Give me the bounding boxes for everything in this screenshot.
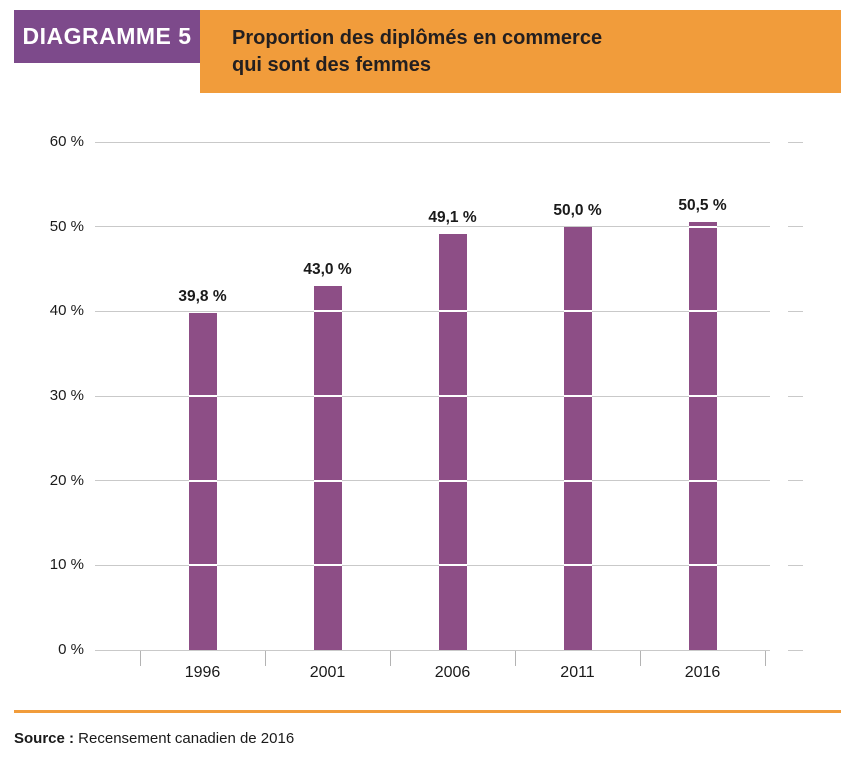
bar-gridline-gap xyxy=(188,394,217,397)
bar-gridline-gap xyxy=(688,310,717,313)
bar xyxy=(438,234,467,650)
y-axis-label: 10 % xyxy=(49,556,84,574)
bar-gridline-gap xyxy=(563,310,592,313)
chart-title-line2: qui sont des femmes xyxy=(232,54,431,76)
bar xyxy=(188,313,217,650)
right-tick xyxy=(788,564,803,566)
chart-title-band: Proportion des diplômés en commerce qui … xyxy=(200,10,841,93)
bar-gridline-gap xyxy=(563,564,592,567)
y-axis-label: 40 % xyxy=(49,302,84,320)
right-tick xyxy=(788,310,803,312)
x-axis-tick xyxy=(640,651,641,666)
right-tick xyxy=(788,480,803,482)
bar-gridline-gap xyxy=(313,564,342,567)
gridline xyxy=(95,310,770,312)
bar-gridline-gap xyxy=(563,394,592,397)
right-tick xyxy=(788,649,803,651)
gridline xyxy=(95,480,770,482)
chart-title-line1: Proportion des diplômés en commerce xyxy=(232,27,603,49)
bar-gridline-gap xyxy=(438,310,467,313)
footer-divider xyxy=(14,710,841,713)
gridline xyxy=(95,649,770,651)
diagram-number-label: DIAGRAMME 5 xyxy=(22,23,192,49)
x-axis-tick xyxy=(515,651,516,666)
bar xyxy=(688,222,717,650)
y-axis-label: 30 % xyxy=(49,387,84,404)
bar-gridline-gap xyxy=(313,479,342,482)
bar-gridline-gap xyxy=(438,479,467,482)
x-axis-tick xyxy=(140,651,141,666)
x-axis-label: 1996 xyxy=(184,664,221,681)
source-note: Source : Recensement canadien de 2016 xyxy=(14,730,294,747)
y-axis-label: 20 % xyxy=(49,471,84,489)
bar-gridline-gap xyxy=(688,564,717,567)
bar-gridline-gap xyxy=(688,394,717,397)
bar-value-label: 43,0 % xyxy=(303,260,352,278)
right-tick xyxy=(788,141,803,143)
source-label: Source : xyxy=(14,730,75,747)
bar-gridline-gap xyxy=(188,479,217,482)
x-axis-label: 2001 xyxy=(309,664,346,681)
y-axis-label: 60 % xyxy=(49,133,84,150)
right-tick xyxy=(788,226,803,228)
gridline xyxy=(95,226,770,228)
bar-gridline-gap xyxy=(313,394,342,397)
y-axis-label: 50 % xyxy=(49,217,84,235)
x-axis-tick xyxy=(765,651,766,666)
bar-value-label: 39,8 % xyxy=(178,288,227,306)
x-axis-label: 2011 xyxy=(560,664,595,681)
gridline xyxy=(95,141,770,143)
bar-gridline-gap xyxy=(688,479,717,482)
bar-gridline-gap xyxy=(438,394,467,397)
gridline xyxy=(95,564,770,566)
x-axis-label: 2016 xyxy=(684,664,721,681)
bar-gridline-gap xyxy=(188,564,217,567)
gridline xyxy=(95,395,770,397)
bar-gridline-gap xyxy=(563,479,592,482)
x-axis-tick xyxy=(265,651,266,666)
bar-value-label: 50,5 % xyxy=(678,197,727,215)
y-axis-label: 0 % xyxy=(58,641,84,658)
bar-gridline-gap xyxy=(438,564,467,567)
diagram-number-tag: DIAGRAMME 5 xyxy=(14,10,200,63)
x-axis-label: 2006 xyxy=(434,664,471,681)
bar xyxy=(563,226,592,650)
bar xyxy=(313,285,342,650)
bar-value-label: 50,0 % xyxy=(553,201,602,219)
x-axis-tick xyxy=(390,651,391,666)
bar-gridline-gap xyxy=(313,310,342,313)
bar-value-label: 49,1 % xyxy=(428,209,477,227)
source-text: Recensement canadien de 2016 xyxy=(74,730,295,747)
right-tick xyxy=(788,395,803,397)
bar-gridline-gap xyxy=(688,225,717,228)
